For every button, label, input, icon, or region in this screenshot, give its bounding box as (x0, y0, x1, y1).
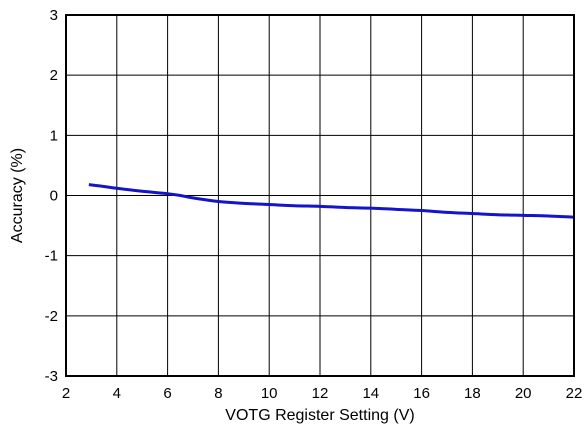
y-tick-label: -2 (45, 308, 58, 325)
series-layer (88, 183, 575, 219)
y-tick-label: -3 (45, 368, 58, 385)
x-tick-label: 2 (62, 385, 70, 402)
x-tick-label: 10 (261, 385, 278, 402)
grid (66, 15, 574, 376)
y-tick-label: -1 (45, 248, 58, 265)
y-axis-label: Accuracy (%) (9, 148, 26, 243)
y-tick-label: 0 (50, 188, 58, 205)
x-tick-label: 6 (163, 385, 171, 402)
x-tick-label: 14 (362, 385, 379, 402)
x-tick-label: 12 (312, 385, 329, 402)
x-tick-label: 20 (515, 385, 532, 402)
x-axis-label: VOTG Register Setting (V) (225, 407, 414, 424)
x-tick-labels: 2 4 6 8 10 12 14 16 18 20 22 (62, 385, 583, 402)
plot-frame (65, 14, 575, 377)
y-tick-labels: 3 2 1 0 -1 -2 -3 (45, 7, 58, 385)
x-tick-label: 8 (214, 385, 222, 402)
y-tick-label: 1 (50, 127, 58, 144)
x-tick-label: 16 (413, 385, 430, 402)
series-line (88, 183, 575, 219)
y-tick-label: 3 (50, 7, 58, 24)
x-tick-label: 4 (113, 385, 121, 402)
x-tick-label: 18 (464, 385, 481, 402)
y-tick-label: 2 (50, 67, 58, 84)
x-tick-label: 22 (566, 385, 583, 402)
